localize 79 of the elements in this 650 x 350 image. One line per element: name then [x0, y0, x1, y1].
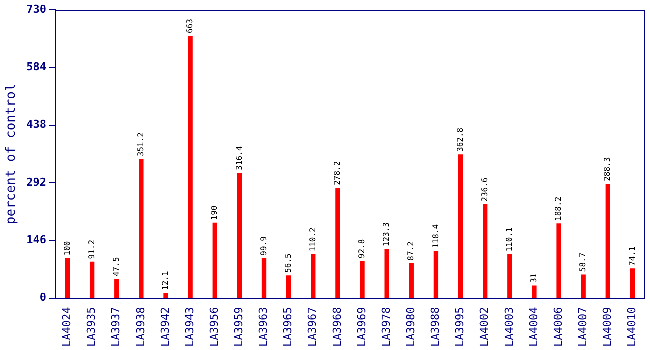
- bar: [606, 184, 610, 298]
- bar: [311, 254, 316, 298]
- data-label: 92.8: [358, 239, 367, 259]
- bar: [630, 268, 636, 298]
- y-tick-label: 584: [26, 60, 47, 74]
- data-label: 110.2: [308, 227, 318, 252]
- data-label: 236.6: [480, 178, 490, 202]
- x-tick-label: LA3963: [257, 307, 270, 348]
- data-label: 288.3: [603, 157, 612, 182]
- data-label: 87.2: [406, 241, 416, 261]
- bar: [556, 224, 562, 298]
- x-tick-label: LA4007: [576, 307, 590, 348]
- bar: [65, 258, 70, 298]
- bar: [360, 261, 365, 298]
- x-tick-label: LA4002: [478, 307, 492, 348]
- bar: [237, 172, 242, 298]
- data-label: 123.3: [382, 222, 392, 247]
- x-tick-label: LA4010: [626, 307, 639, 348]
- bar: [336, 188, 340, 298]
- bar: [508, 254, 512, 298]
- bar: [434, 251, 439, 298]
- bar: [409, 264, 414, 298]
- bar: [139, 159, 144, 298]
- x-tick-label: LA3959: [232, 307, 246, 348]
- bar: [212, 222, 218, 298]
- x-tick-label: LA3988: [429, 307, 442, 348]
- data-label: 316.4: [234, 146, 244, 170]
- x-tick-label: LA3995: [454, 307, 467, 348]
- data-label: 74.1: [628, 246, 637, 266]
- bar: [164, 293, 168, 298]
- x-tick-label: LA3942: [158, 307, 172, 348]
- x-tick-label: LA3937: [110, 307, 123, 348]
- y-tick-label: 292: [26, 176, 46, 189]
- y-axis-title: percent of control: [4, 84, 20, 225]
- data-label: 91.2: [87, 240, 96, 260]
- x-tick-label: LA3938: [134, 307, 148, 348]
- y-tick-label: 438: [26, 118, 46, 132]
- x-tick-label: LA3956: [208, 307, 221, 348]
- x-tick-label: LA4004: [527, 306, 540, 348]
- x-tick-label: LA4024: [60, 306, 74, 348]
- data-label: 118.4: [431, 224, 440, 249]
- x-tick-label: LA3943: [183, 307, 196, 348]
- bar: [458, 154, 464, 298]
- x-tick-label: LA4003: [502, 307, 516, 348]
- x-tick-label: LA3935: [85, 307, 98, 348]
- data-label: 99.9: [259, 236, 268, 256]
- data-label: 58.7: [578, 252, 588, 272]
- bar: [114, 279, 120, 298]
- bar: [581, 274, 586, 298]
- data-label: 278.2: [333, 161, 342, 186]
- x-tick-label: LA4009: [601, 307, 614, 348]
- data-label: 47.5: [112, 257, 121, 277]
- data-label: 351.2: [136, 132, 146, 157]
- bar: [483, 204, 488, 298]
- x-tick-label: LA3965: [282, 307, 295, 348]
- bar: [188, 36, 193, 298]
- data-label: 110.1: [504, 228, 514, 252]
- bar: [262, 258, 267, 298]
- data-label: 100: [62, 241, 72, 256]
- x-tick-label: LA3967: [306, 307, 320, 348]
- data-label: 188.2: [554, 196, 564, 221]
- x-tick-label: LA3978: [380, 307, 393, 348]
- bar: [286, 276, 292, 298]
- bar: [90, 262, 95, 298]
- x-tick-label: LA4006: [552, 307, 565, 348]
- data-label: 190: [210, 206, 220, 220]
- x-tick-label: LA3980: [404, 307, 418, 348]
- y-tick-label: 0: [40, 291, 46, 304]
- data-label: 362.8: [456, 128, 465, 152]
- data-label: 12.1: [161, 271, 170, 290]
- bar: [532, 286, 537, 298]
- data-label: 31: [530, 273, 539, 284]
- data-label: 56.5: [284, 254, 293, 273]
- data-label: 663: [186, 18, 195, 34]
- x-tick-label: LA3968: [330, 307, 344, 348]
- y-tick-label: 146: [26, 233, 47, 246]
- bar: [384, 249, 390, 298]
- y-tick-label: 730: [26, 2, 46, 16]
- x-tick-label: LA3969: [355, 307, 368, 348]
